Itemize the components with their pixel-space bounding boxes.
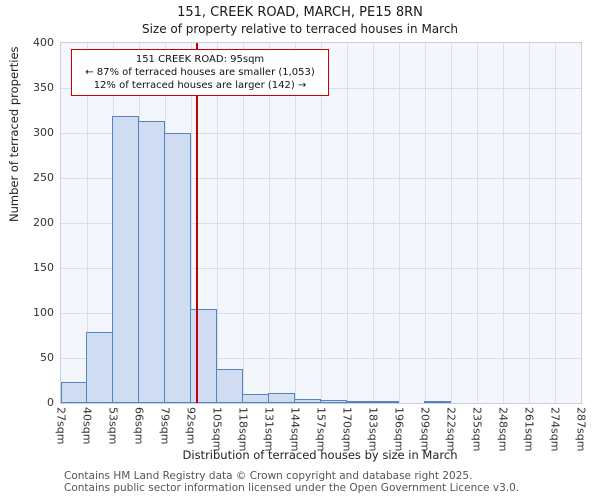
x-tick-label: 170sqm (340, 407, 354, 452)
gridline-v (87, 43, 88, 403)
x-tick-label: 157sqm (314, 407, 328, 452)
x-tick-label: 66sqm (132, 407, 146, 445)
x-tick-label: 248sqm (496, 407, 510, 452)
x-tick-label: 92sqm (184, 407, 198, 445)
bar (61, 382, 87, 403)
gridline-v (243, 43, 244, 403)
annotation-box: 151 CREEK ROAD: 95sqm ← 87% of terraced … (71, 49, 329, 96)
bar (112, 115, 139, 403)
y-tick-label: 200 (33, 216, 54, 229)
bar (346, 401, 373, 403)
y-tick-label: 250 (33, 171, 54, 184)
y-tick-label: 400 (33, 36, 54, 49)
gridline-v (555, 43, 556, 403)
bar (164, 133, 191, 403)
gridline-v (191, 43, 192, 403)
gridline-v (269, 43, 270, 403)
gridline-v (477, 43, 478, 403)
x-tick-label: 79sqm (158, 407, 172, 445)
x-tick-label: 196sqm (392, 407, 406, 452)
x-tick-label: 53sqm (106, 407, 120, 445)
gridline-v (503, 43, 504, 403)
bar (86, 331, 113, 403)
bar (190, 309, 217, 403)
footer-line-2: Contains public sector information licen… (64, 482, 520, 494)
x-axis-title: Distribution of terraced houses by size … (182, 448, 458, 462)
gridline-v (529, 43, 530, 403)
x-tick-label: 209sqm (418, 407, 432, 452)
annotation-line-3: 12% of terraced houses are larger (142) … (93, 80, 307, 91)
gridline-v (373, 43, 374, 403)
footer-line-1: Contains HM Land Registry data © Crown c… (64, 470, 473, 482)
x-tick-label: 105sqm (210, 407, 224, 452)
chart-footer: Contains HM Land Registry data © Crown c… (64, 470, 519, 494)
gridline-v (347, 43, 348, 403)
annotation-line-1: 151 CREEK ROAD: 95sqm (135, 54, 265, 65)
marker-line (196, 43, 198, 403)
x-tick-label: 40sqm (80, 407, 94, 445)
bar (294, 398, 321, 403)
x-tick-label: 118sqm (236, 407, 250, 452)
annotation-line-2: ← 87% of terraced houses are smaller (1,… (85, 67, 315, 78)
x-tick-label: 222sqm (444, 407, 458, 452)
bar (268, 393, 295, 403)
chart-subtitle: Size of property relative to terraced ho… (141, 22, 459, 36)
x-tick-label: 131sqm (262, 407, 276, 452)
x-tick-label: 144sqm (288, 407, 302, 452)
x-tick-label: 183sqm (366, 407, 380, 452)
gridline-v (451, 43, 452, 403)
plot-area: 0 50 100 150 200 250 300 350 400 27sqm 40sqm 53sqm 6… (33, 36, 588, 451)
gridline-v (399, 43, 400, 403)
y-tick-label: 100 (33, 306, 54, 319)
y-tick-label: 50 (40, 351, 54, 364)
chart-title: 151, CREEK ROAD, MARCH, PE15 8RN (177, 5, 423, 20)
x-tick-label: 287sqm (574, 407, 588, 452)
y-tick-label: 150 (33, 261, 54, 274)
x-tick-label: 274sqm (548, 407, 562, 452)
x-tick-label: 261sqm (522, 407, 536, 452)
bar (372, 401, 399, 403)
chart-header: 151, CREEK ROAD, MARCH, PE15 8RN Size of… (0, 4, 600, 37)
gridline-v (217, 43, 218, 403)
x-tick-label: 235sqm (470, 407, 484, 452)
gridline-v (425, 43, 426, 403)
bar (242, 394, 269, 403)
bar (138, 121, 165, 403)
x-tick-label: 27sqm (54, 407, 68, 445)
y-tick-label: 350 (33, 81, 54, 94)
gridline-v (321, 43, 322, 403)
y-tick-label: 300 (33, 126, 54, 139)
bar (320, 400, 347, 403)
bar (216, 368, 243, 403)
y-tick-label: 0 (47, 396, 54, 409)
gridline-v (295, 43, 296, 403)
bar (424, 401, 451, 403)
